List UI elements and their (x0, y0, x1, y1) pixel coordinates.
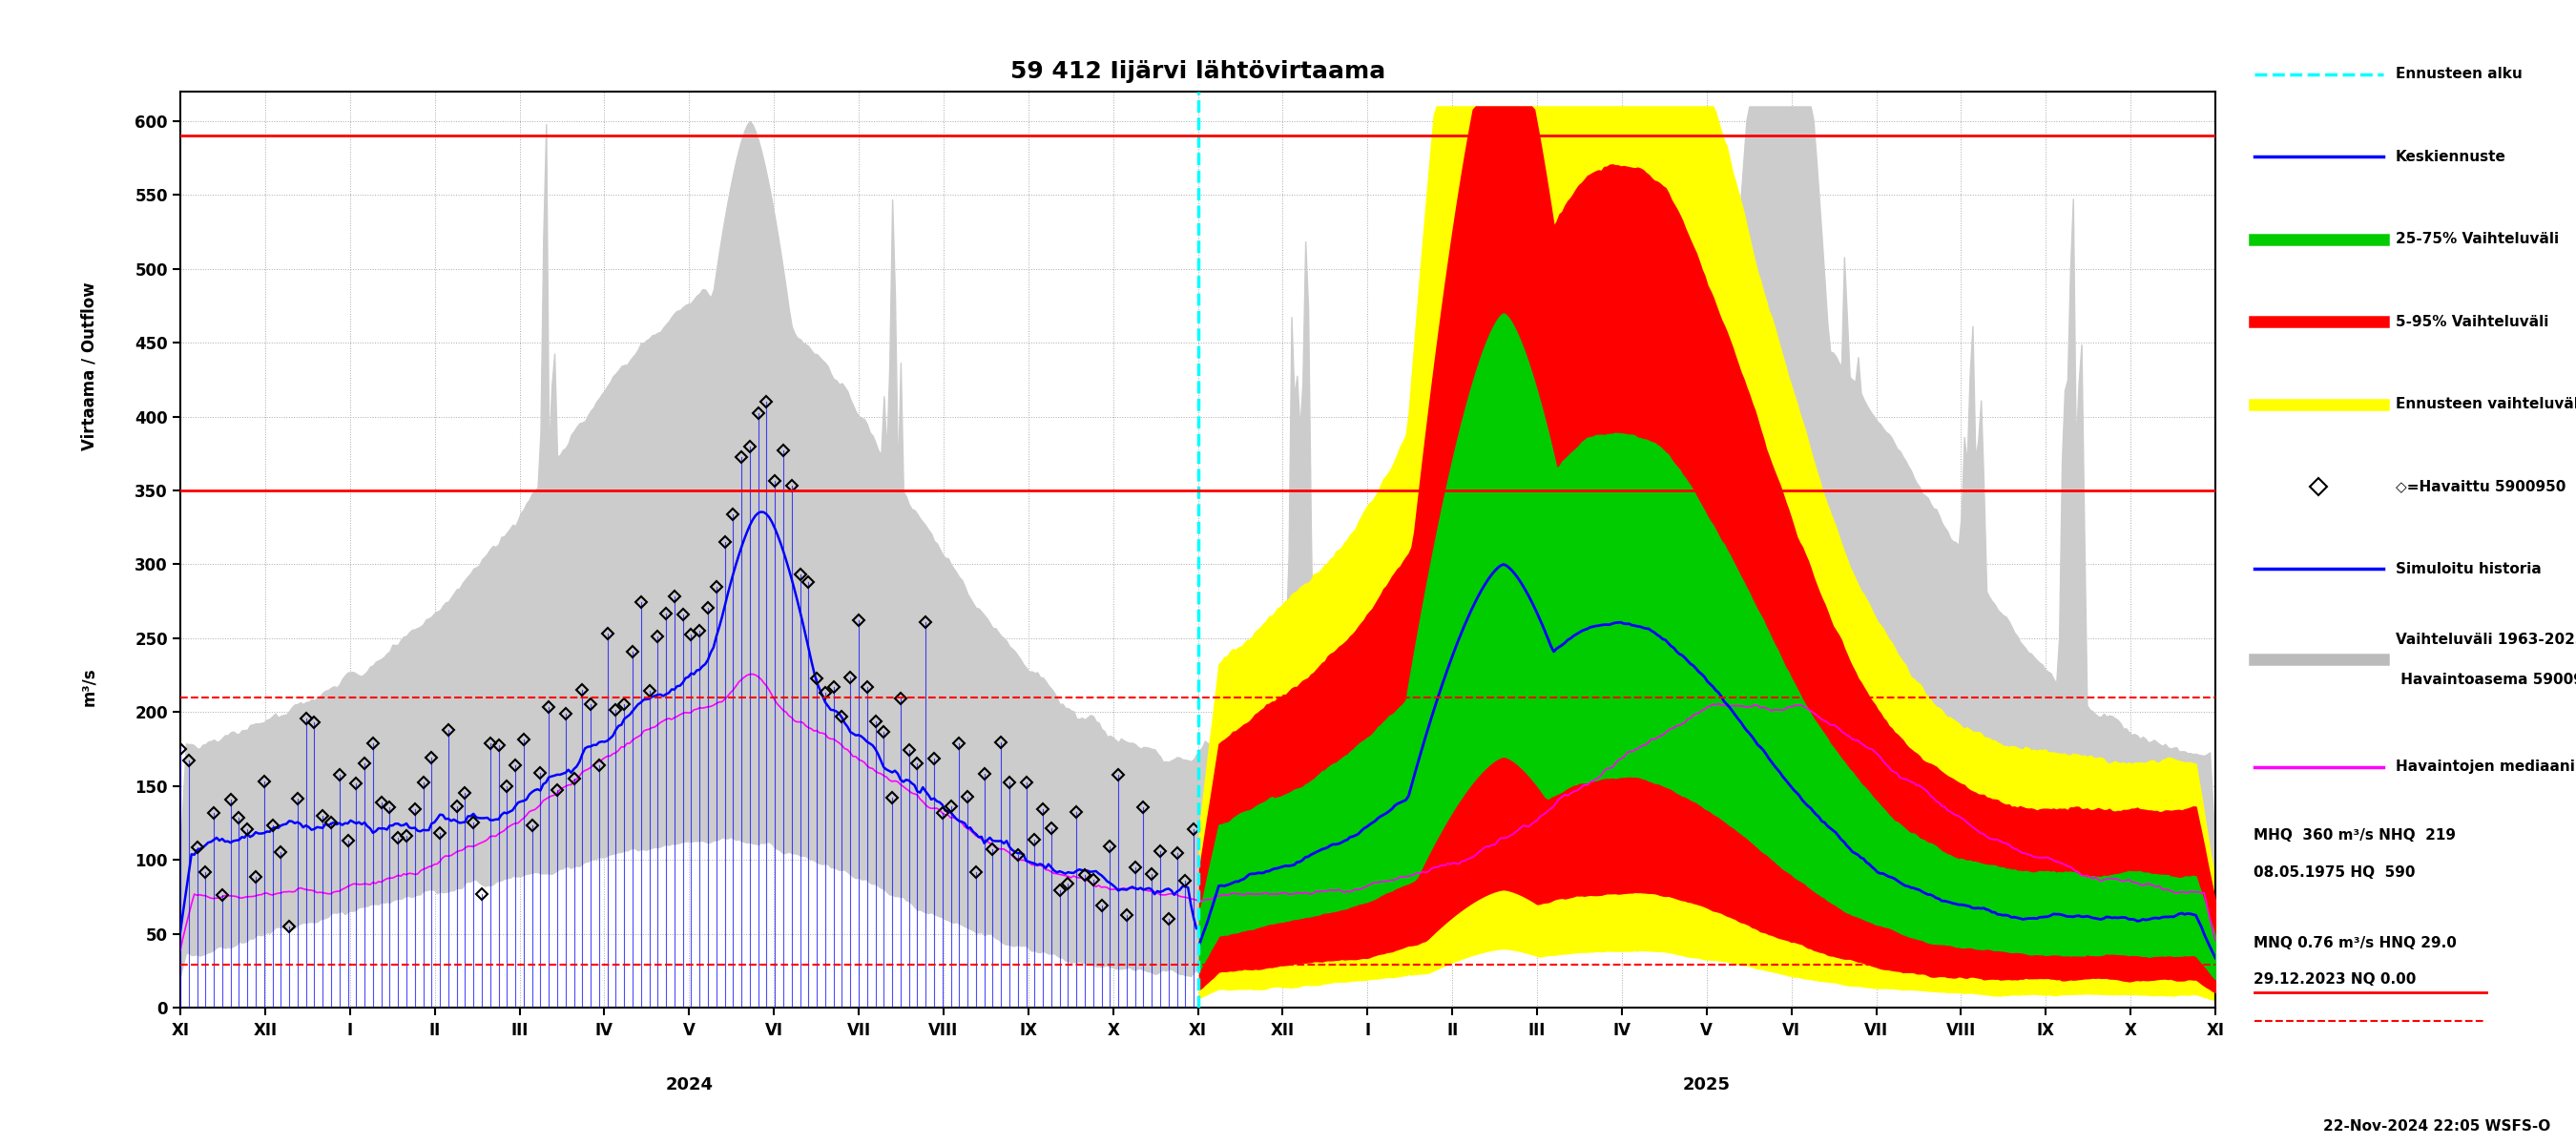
Text: 08.05.1975 HQ  590: 08.05.1975 HQ 590 (2254, 866, 2416, 879)
Text: 22-Nov-2024 22:05 WSFS-O: 22-Nov-2024 22:05 WSFS-O (2324, 1120, 2550, 1134)
Text: Havaintojen mediaani: Havaintojen mediaani (2396, 760, 2576, 774)
Text: Ennusteen alku: Ennusteen alku (2396, 68, 2522, 81)
Text: Keskiennuste: Keskiennuste (2396, 150, 2506, 164)
Text: MNQ 0.76 m³/s HNQ 29.0: MNQ 0.76 m³/s HNQ 29.0 (2254, 935, 2458, 950)
Text: 25-75% Vaihteluväli: 25-75% Vaihteluväli (2396, 232, 2558, 246)
Text: 29.12.2023 NQ 0.00: 29.12.2023 NQ 0.00 (2254, 972, 2416, 987)
Text: MHQ  360 m³/s NHQ  219: MHQ 360 m³/s NHQ 219 (2254, 829, 2458, 843)
Text: Ennusteen vaihteluväli: Ennusteen vaihteluväli (2396, 397, 2576, 411)
Text: 5-95% Vaihteluväli: 5-95% Vaihteluväli (2396, 315, 2548, 329)
Text: Simuloitu historia: Simuloitu historia (2396, 562, 2543, 576)
Text: 2024: 2024 (665, 1076, 714, 1093)
Title: 59 412 Iijärvi lähtövirtaama: 59 412 Iijärvi lähtövirtaama (1010, 61, 1386, 84)
Text: 2025: 2025 (1682, 1076, 1731, 1093)
Text: m³/s: m³/s (80, 668, 98, 706)
Text: Havaintoasema 5900950: Havaintoasema 5900950 (2396, 673, 2576, 687)
Text: Vaihteluväli 1963-2023: Vaihteluväli 1963-2023 (2396, 633, 2576, 647)
Text: Virtaama / Outflow: Virtaama / Outflow (80, 282, 98, 451)
Text: ◇=Havaittu 5900950: ◇=Havaittu 5900950 (2396, 480, 2566, 493)
